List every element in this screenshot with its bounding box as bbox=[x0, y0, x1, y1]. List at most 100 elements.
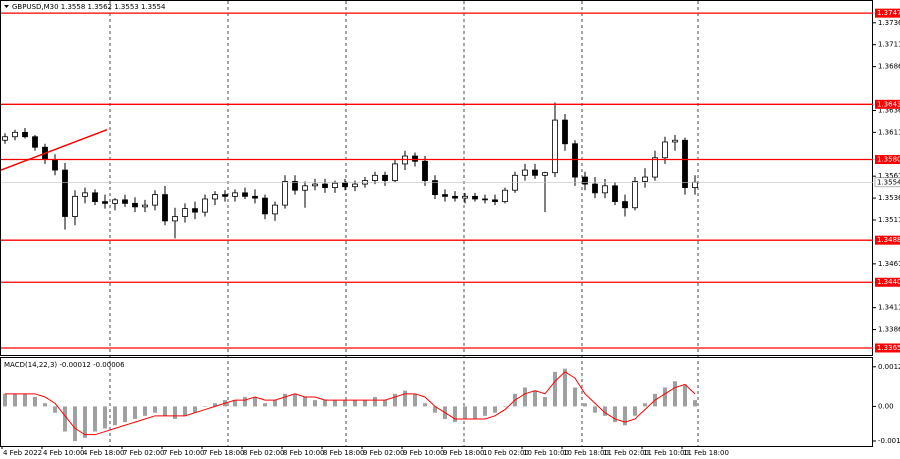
candle-body bbox=[172, 216, 178, 222]
macd-bar bbox=[683, 384, 687, 407]
x-tick-label: 9 Feb 10:00 bbox=[403, 449, 444, 457]
current-price-box bbox=[874, 177, 900, 188]
level-box bbox=[875, 8, 900, 18]
macd-bar bbox=[273, 400, 277, 407]
x-tick-label: 8 Feb 10:00 bbox=[283, 449, 324, 457]
x-tick-label: 9 Feb 02:00 bbox=[363, 449, 404, 457]
macd-bar bbox=[243, 396, 247, 407]
macd-bar bbox=[353, 400, 357, 407]
candle-body bbox=[122, 199, 128, 204]
macd-bar bbox=[543, 396, 547, 407]
candle-body bbox=[112, 199, 118, 204]
macd-bar bbox=[263, 403, 267, 407]
macd-bar bbox=[553, 371, 557, 407]
candle-body bbox=[92, 192, 98, 203]
candle-body bbox=[472, 195, 478, 200]
candle-body bbox=[542, 172, 548, 176]
candle-body bbox=[162, 194, 168, 222]
macd-bar bbox=[303, 396, 307, 407]
macd-bar bbox=[563, 368, 567, 407]
candle-body bbox=[622, 201, 628, 209]
level-box bbox=[875, 277, 900, 287]
level-label: 1.3747 bbox=[877, 9, 900, 17]
candle-body bbox=[82, 192, 88, 197]
candle-body bbox=[142, 204, 148, 208]
macd-bar bbox=[343, 400, 347, 407]
macd-bar bbox=[523, 387, 527, 407]
candle-body bbox=[62, 169, 68, 217]
candle-body bbox=[352, 183, 358, 188]
candle-body bbox=[342, 182, 348, 188]
macd-bar bbox=[133, 406, 137, 419]
macd-bar bbox=[673, 381, 677, 407]
candle-body bbox=[72, 195, 78, 217]
macd-bar bbox=[333, 400, 337, 407]
x-tick-label: 10 Feb 02:00 bbox=[483, 449, 529, 457]
candle-body bbox=[662, 141, 668, 159]
candle-body bbox=[482, 198, 488, 201]
macd-bar bbox=[113, 406, 117, 426]
macd-bar bbox=[13, 393, 17, 407]
macd-bar bbox=[603, 406, 607, 416]
macd-bar bbox=[33, 396, 37, 407]
macd-bar bbox=[473, 406, 477, 419]
day-separators bbox=[109, 1, 699, 446]
x-tick-label: 10 Feb 18:00 bbox=[563, 449, 609, 457]
macd-bar bbox=[183, 406, 187, 416]
x-tick-label: 7 Feb 10:00 bbox=[163, 449, 204, 457]
macd-bar bbox=[573, 387, 577, 407]
candle-body bbox=[392, 163, 398, 181]
chart-title: GBPUSD,M30 1.3558 1.3562 1.3553 1.3554 bbox=[12, 3, 166, 11]
level-label: 1.3643 bbox=[877, 100, 900, 108]
candle-body bbox=[592, 183, 598, 194]
x-tick-label: 11 Feb 02:00 bbox=[603, 449, 649, 457]
candle-body bbox=[652, 157, 658, 178]
macd-bar bbox=[213, 403, 217, 407]
candle-body bbox=[212, 194, 218, 200]
candle-body bbox=[692, 181, 698, 188]
candle-body bbox=[422, 160, 428, 181]
candle-body bbox=[312, 183, 318, 187]
macd-title: MACD(14,22,3) -0.00012 -0.00006 bbox=[4, 361, 125, 369]
x-tick-label: 7 Feb 18:00 bbox=[203, 449, 244, 457]
macd-bar bbox=[123, 406, 127, 423]
candle-body bbox=[562, 119, 568, 145]
menu-arrow[interactable] bbox=[4, 5, 9, 8]
macd-bar bbox=[153, 406, 157, 413]
macd-bar bbox=[453, 406, 457, 423]
candle-body bbox=[372, 174, 378, 181]
macd-bar bbox=[393, 393, 397, 407]
macd-bar bbox=[503, 406, 507, 407]
y-tick-label: 0.00126 bbox=[878, 363, 900, 371]
candle-body bbox=[22, 131, 28, 138]
y-tick-label: 1.3686 bbox=[878, 63, 900, 71]
x-tick-label: 4 Feb 2022 bbox=[3, 449, 42, 457]
candle-body bbox=[132, 202, 138, 208]
macd-bar bbox=[493, 406, 497, 413]
candle-body bbox=[152, 194, 158, 206]
macd-bar bbox=[93, 406, 97, 432]
macd-bar bbox=[613, 406, 617, 423]
macd-bar bbox=[83, 406, 87, 438]
macd-bar bbox=[3, 393, 7, 407]
y-tick-label: 0.00 bbox=[878, 402, 894, 410]
macd-bar bbox=[313, 400, 317, 407]
macd-bar bbox=[63, 406, 67, 432]
macd-bar bbox=[423, 403, 427, 407]
candle-body bbox=[52, 159, 58, 171]
candle-body bbox=[202, 198, 208, 213]
candle-body bbox=[632, 181, 638, 209]
level-label: 1.3580 bbox=[877, 156, 900, 164]
x-tick-label: 7 Feb 02:00 bbox=[123, 449, 164, 457]
macd-bar bbox=[43, 403, 47, 407]
macd-bar bbox=[103, 406, 107, 429]
macd-bar bbox=[533, 390, 537, 407]
macd-bar bbox=[663, 387, 667, 407]
candle-body bbox=[452, 195, 458, 199]
macd-bar bbox=[373, 396, 377, 407]
signal-line bbox=[5, 371, 696, 436]
macd-bar bbox=[693, 400, 697, 407]
